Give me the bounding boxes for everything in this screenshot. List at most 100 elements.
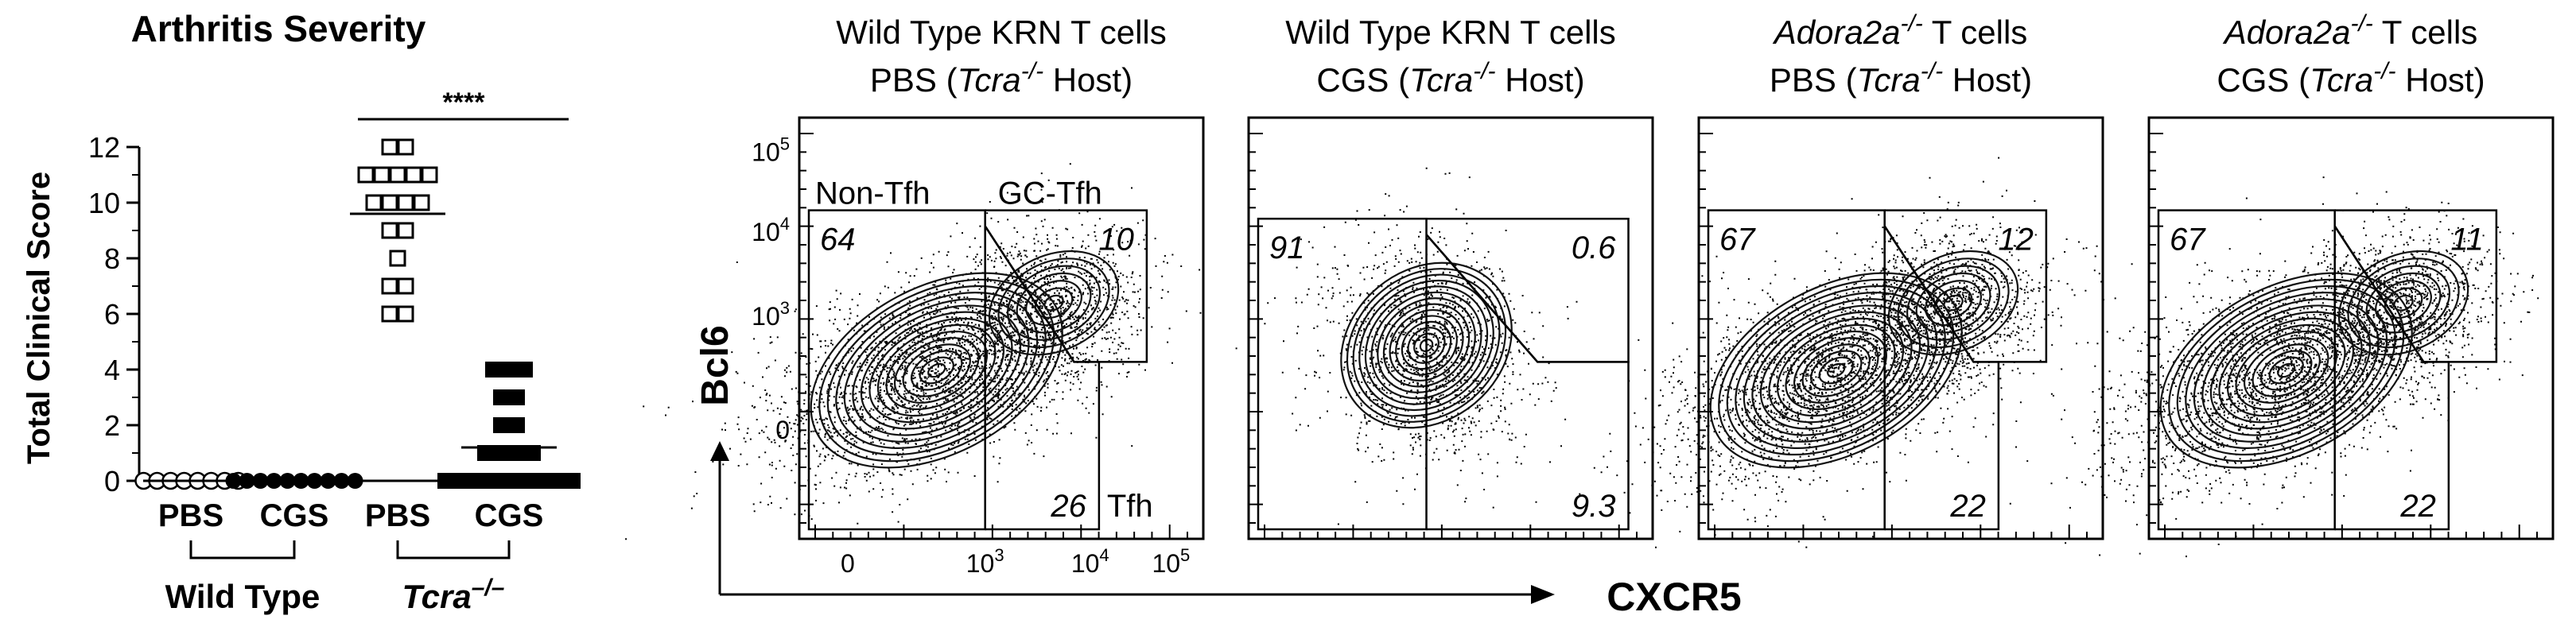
contour-line [1025, 280, 1082, 327]
data-point [397, 305, 414, 323]
x-tick-label: 0 [841, 549, 855, 578]
panel-title-line2: CGS (Tcra-/- Host) [1316, 58, 1584, 99]
panel-title-line1: Wild Type KRN T cells [836, 14, 1166, 51]
contour-line [2209, 311, 2363, 430]
contour-line [2226, 323, 2346, 417]
contour-line [1793, 337, 1879, 404]
gate-non-tfh [2157, 209, 2336, 531]
data-point [509, 417, 525, 433]
contour-line [1389, 308, 1464, 382]
contour-line [1709, 272, 1963, 469]
x-tick-label: CGS [475, 498, 544, 533]
gate-non-tfh [1707, 209, 1886, 531]
data-point [347, 473, 363, 489]
event-dots [1579, 157, 2104, 548]
contour-line [1915, 272, 1991, 334]
contour-line [1887, 250, 2019, 356]
data-point [485, 362, 501, 378]
panel-title-line1: Adora2a-/- T cells [1772, 10, 2028, 51]
contour-line [1751, 304, 1921, 436]
contour-line [2252, 343, 2321, 397]
gate-tfh [1425, 234, 1630, 531]
data-point [517, 473, 533, 489]
data-point [397, 138, 414, 156]
gc-tfh-percent: 11 [2450, 223, 2484, 257]
y-tick-label: 10 [88, 187, 120, 219]
contour-line [1735, 292, 1938, 449]
contour-line [868, 317, 1005, 424]
event-dots [1235, 167, 1578, 525]
contour-line [1906, 265, 2001, 341]
significance-stars: **** [443, 87, 486, 118]
data-point [493, 389, 509, 405]
contour-line [2193, 298, 2380, 443]
series-3 [437, 362, 581, 489]
contour-line [1413, 332, 1440, 358]
y-axis-label: Total Clinical Score [21, 172, 56, 464]
data-point [381, 194, 398, 211]
contour-line [2356, 265, 2451, 341]
contour-line [1401, 320, 1452, 370]
contour-line [902, 343, 971, 397]
data-point [397, 222, 414, 239]
panel-title-line2: PBS (Tcra-/- Host) [870, 58, 1133, 99]
contour-line [876, 323, 997, 417]
contour-line [810, 272, 1063, 469]
contour-line [1743, 298, 1929, 443]
data-point [381, 138, 398, 156]
gc-tfh-percent: 12 [1998, 223, 2034, 257]
data-point [501, 362, 517, 378]
contour-line [2393, 294, 2414, 312]
contour-line [1016, 272, 1092, 334]
gate-name-tfh: Tfh [1107, 489, 1153, 524]
contour-line [1925, 280, 1982, 327]
data-point [389, 166, 406, 184]
data-point [373, 166, 390, 184]
data-point [453, 473, 469, 489]
contour-line [1759, 311, 1913, 430]
y-tick-label: 0 [104, 465, 120, 498]
contour-line [1395, 315, 1458, 376]
panel-frame [798, 116, 1205, 540]
panel-title-line1: Wild Type KRN T cells [1285, 14, 1615, 51]
contour-line [818, 278, 1055, 463]
panel-frame [1697, 116, 2104, 540]
group-bracket [189, 540, 296, 559]
group-bracket [396, 540, 511, 559]
cxcr5-axis-label: CXCR5 [1607, 575, 1741, 619]
series-1 [225, 473, 363, 489]
contour-line [893, 337, 980, 404]
panel-frame [2147, 116, 2555, 540]
contour-line [1818, 356, 1854, 385]
contour-line [2218, 317, 2355, 424]
data-point [225, 473, 242, 489]
contour-line [1419, 338, 1434, 353]
gate-non-tfh [1257, 217, 1428, 531]
series-2 [350, 138, 445, 323]
y-tick-label: 4 [104, 354, 120, 386]
gc-tfh-percent: 10 [1098, 223, 1134, 257]
group-label: Tcra–/– [402, 575, 505, 615]
contour-line [919, 356, 954, 385]
non-tfh-percent: 64 [820, 223, 856, 257]
flow-panel-1: Wild Type KRN T cells CGS (Tcra-/- Host) 9… [1235, 14, 1654, 540]
contour-line [2384, 287, 2423, 319]
data-point [493, 417, 509, 433]
contour-line [2375, 280, 2432, 327]
contour-line [2277, 362, 2296, 378]
contour-line [860, 311, 1013, 430]
data-point [485, 473, 501, 489]
data-point [389, 250, 406, 267]
x-tick-label: CGS [260, 498, 329, 533]
data-point [549, 473, 565, 489]
contour-line [1776, 323, 1896, 417]
contour-line [852, 304, 1022, 436]
non-tfh-percent: 67 [1719, 223, 1756, 257]
contour-line [843, 298, 1030, 443]
contour-line [911, 350, 963, 391]
data-point [381, 222, 398, 239]
contour-line [2337, 250, 2469, 356]
non-tfh-percent: 91 [1269, 230, 1305, 265]
contour-line [1007, 265, 1102, 341]
